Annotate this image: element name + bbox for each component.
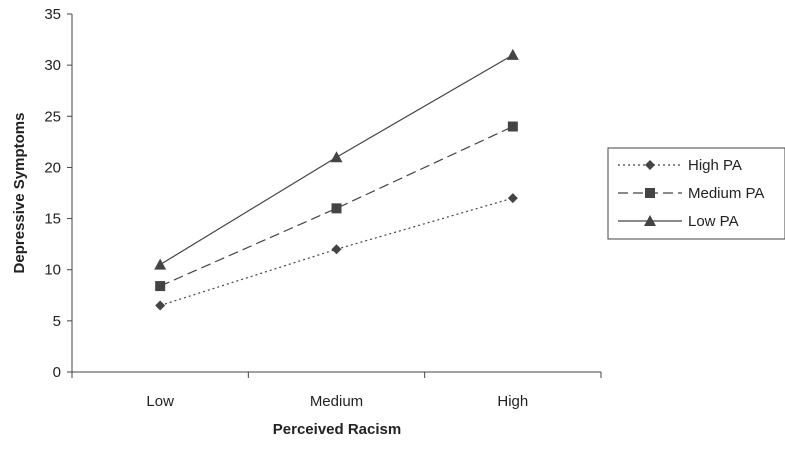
data-point-diamond <box>331 244 342 255</box>
x-ticks: Low Medium High <box>71 372 602 410</box>
data-point-triangle <box>154 258 167 270</box>
legend-marker-diamond <box>645 160 655 170</box>
data-point-triangle <box>506 48 519 60</box>
legend-item: High PA <box>618 157 742 174</box>
legend-marker-square <box>645 188 655 198</box>
data-point-diamond <box>155 300 166 311</box>
legend-items: High PA Medium PA Low PA <box>618 157 764 230</box>
y-tick-label: 30 <box>44 57 61 74</box>
x-axis-title: Perceived Racism <box>273 421 401 438</box>
series-low-pa <box>154 48 519 270</box>
y-tick-label: 15 <box>44 211 61 228</box>
y-tick-label: 35 <box>44 6 61 23</box>
series-line <box>159 125 514 287</box>
series-medium-pa <box>155 121 518 292</box>
x-tick-label: High <box>497 393 528 410</box>
legend-label: High PA <box>688 157 742 174</box>
data-point-square <box>331 203 342 214</box>
series-layer <box>154 48 519 311</box>
x-tick-label: Medium <box>310 393 363 410</box>
series-high-pa <box>155 193 518 311</box>
legend-label: Low PA <box>688 213 739 230</box>
y-axis-title: Depressive Symptoms <box>11 113 28 274</box>
data-point-square <box>155 281 166 292</box>
y-tick-label: 0 <box>53 364 61 381</box>
legend-label: Medium PA <box>688 185 764 202</box>
y-tick-label: 25 <box>44 108 61 125</box>
y-tick-label: 5 <box>53 313 61 330</box>
legend-item: Low PA <box>618 213 739 230</box>
y-ticks: 0 5 10 15 20 25 30 35 <box>44 6 72 381</box>
data-point-square <box>507 121 518 132</box>
data-point-diamond <box>507 193 518 204</box>
y-tick-label: 10 <box>44 262 61 279</box>
legend-item: Medium PA <box>618 185 764 202</box>
legend: High PA Medium PA Low PA <box>607 147 785 240</box>
data-point-triangle <box>330 151 343 163</box>
y-tick-label: 20 <box>44 159 61 176</box>
legend-marker-triangle <box>644 215 656 226</box>
x-tick-label: Low <box>146 393 174 410</box>
